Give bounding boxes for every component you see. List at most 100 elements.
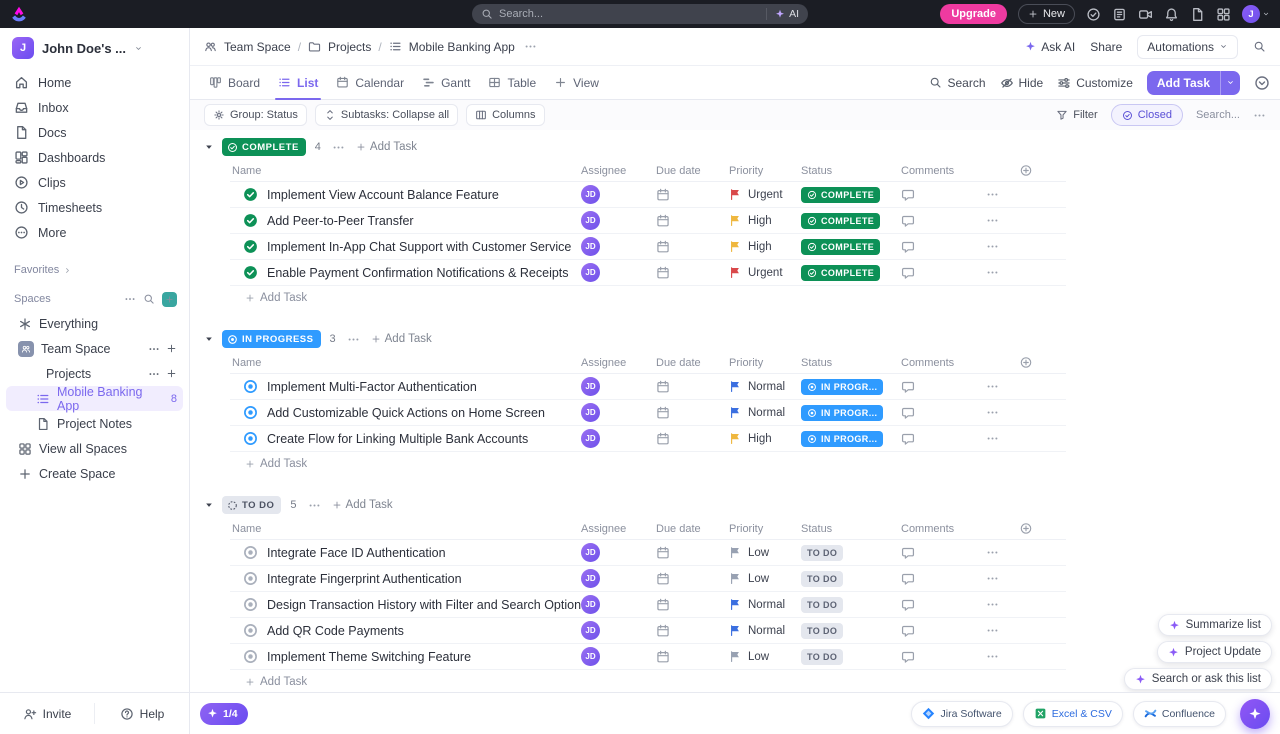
task-status-icon[interactable]	[243, 597, 258, 612]
comments-icon[interactable]	[901, 380, 915, 394]
add-task-row[interactable]: Add Task	[230, 452, 1266, 476]
task-name[interactable]: Enable Payment Confirmation Notification…	[267, 265, 569, 280]
task-name[interactable]: Implement View Account Balance Feature	[267, 187, 499, 202]
sidebar-item-team-space[interactable]: Team Space	[6, 336, 183, 361]
breadcrumb-projects[interactable]: Projects	[328, 39, 372, 54]
due-date-icon[interactable]	[656, 598, 670, 612]
column-header-assignee[interactable]: Assignee	[581, 522, 627, 535]
tab-calendar[interactable]: Calendar	[327, 66, 413, 99]
share-button[interactable]: Share	[1090, 40, 1122, 54]
todo-check-icon[interactable]	[1086, 7, 1101, 22]
row-menu-icon[interactable]	[986, 406, 999, 419]
add-task-row[interactable]: Add Task	[230, 670, 1266, 692]
assignee-avatar[interactable]: JD	[581, 595, 600, 614]
due-date-icon[interactable]	[656, 214, 670, 228]
apps-grid-icon[interactable]	[1216, 7, 1231, 22]
column-header-due-date[interactable]: Due date	[656, 164, 701, 177]
sidebar-item-mobile-banking-app[interactable]: Mobile Banking App 8	[6, 385, 183, 413]
assignee-avatar[interactable]: JD	[581, 569, 600, 588]
column-header-priority[interactable]: Priority	[729, 356, 764, 369]
column-header-due-date[interactable]: Due date	[656, 356, 701, 369]
task-row[interactable]: Implement Multi-Factor Authentication JD…	[230, 374, 1066, 400]
due-date-icon[interactable]	[656, 266, 670, 280]
breadcrumb-menu-icon[interactable]	[524, 40, 537, 53]
folder-menu-icon[interactable]	[148, 368, 160, 380]
task-name[interactable]: Implement Multi-Factor Authentication	[267, 379, 477, 394]
due-date-icon[interactable]	[656, 406, 670, 420]
header-search-icon[interactable]	[1253, 40, 1266, 53]
status-pill[interactable]: COMPLETE	[801, 238, 881, 255]
task-name[interactable]: Add QR Code Payments	[267, 623, 404, 638]
assignee-avatar[interactable]: JD	[581, 377, 600, 396]
tab-board[interactable]: Board	[200, 66, 269, 99]
collapse-group-icon[interactable]	[204, 500, 214, 510]
group-menu-icon[interactable]	[308, 499, 321, 512]
search-button[interactable]: Search	[929, 76, 986, 90]
task-status-icon[interactable]	[243, 431, 258, 446]
column-header-priority[interactable]: Priority	[729, 522, 764, 535]
due-date-icon[interactable]	[656, 650, 670, 664]
assignee-avatar[interactable]: JD	[581, 543, 600, 562]
comments-icon[interactable]	[901, 406, 915, 420]
column-header-priority[interactable]: Priority	[729, 164, 764, 177]
tab-table[interactable]: Table	[479, 66, 545, 99]
task-status-icon[interactable]	[243, 379, 258, 394]
assignee-avatar[interactable]: JD	[581, 185, 600, 204]
priority-flag-icon[interactable]	[729, 650, 742, 663]
priority-flag-icon[interactable]	[729, 406, 742, 419]
task-name[interactable]: Integrate Fingerprint Authentication	[267, 571, 462, 586]
spaces-search-icon[interactable]	[143, 293, 155, 305]
due-date-icon[interactable]	[656, 188, 670, 202]
status-pill[interactable]: IN PROGR...	[801, 378, 884, 395]
group-status-badge[interactable]: IN PROGRESS	[222, 330, 321, 348]
column-header-name[interactable]: Name	[232, 164, 262, 177]
excel-csv-button[interactable]: Excel & CSV	[1022, 700, 1123, 727]
project-update-button[interactable]: Project Update	[1156, 641, 1272, 663]
task-row[interactable]: Add QR Code Payments JD Normal TO DO	[230, 618, 1066, 644]
comments-icon[interactable]	[901, 188, 915, 202]
add-view-button[interactable]: View	[545, 66, 608, 99]
upgrade-button[interactable]: Upgrade	[940, 4, 1007, 24]
task-name[interactable]: Design Transaction History with Filter a…	[267, 597, 581, 612]
add-item-icon[interactable]	[166, 343, 177, 354]
space-menu-icon[interactable]	[148, 343, 160, 355]
task-status-icon[interactable]	[243, 213, 258, 228]
priority-flag-icon[interactable]	[729, 598, 742, 611]
subtasks-button[interactable]: Subtasks: Collapse all	[314, 104, 459, 126]
confluence-button[interactable]: Confluence	[1132, 700, 1226, 727]
task-row[interactable]: Integrate Fingerprint Authentication JD …	[230, 566, 1066, 592]
column-header-status[interactable]: Status	[801, 522, 833, 535]
task-status-icon[interactable]	[243, 623, 258, 638]
priority-flag-icon[interactable]	[729, 432, 742, 445]
docs-page-icon[interactable]	[1190, 7, 1205, 22]
due-date-icon[interactable]	[656, 546, 670, 560]
row-menu-icon[interactable]	[986, 546, 999, 559]
clips-video-icon[interactable]	[1138, 7, 1153, 22]
row-menu-icon[interactable]	[986, 650, 999, 663]
add-column-icon[interactable]	[986, 356, 1066, 369]
add-task-row[interactable]: Add Task	[230, 286, 1266, 310]
status-pill[interactable]: IN PROGR...	[801, 430, 884, 447]
assignee-avatar[interactable]: JD	[581, 211, 600, 230]
new-button[interactable]: New	[1017, 4, 1075, 24]
task-status-icon[interactable]	[243, 649, 258, 664]
toolbar-menu-icon[interactable]	[1253, 109, 1266, 122]
sidebar-item-more[interactable]: More	[0, 220, 189, 245]
summarize-list-button[interactable]: Summarize list	[1157, 614, 1272, 636]
task-row[interactable]: Implement View Account Balance Feature J…	[230, 182, 1066, 208]
group-add-task-button[interactable]: Add Task	[356, 141, 417, 153]
row-menu-icon[interactable]	[986, 380, 999, 393]
add-task-button[interactable]: Add Task	[1146, 70, 1240, 95]
due-date-icon[interactable]	[656, 240, 670, 254]
comments-icon[interactable]	[901, 266, 915, 280]
ai-fab-button[interactable]	[1240, 698, 1270, 729]
row-menu-icon[interactable]	[986, 432, 999, 445]
task-name[interactable]: Add Customizable Quick Actions on Home S…	[267, 405, 545, 420]
column-header-name[interactable]: Name	[232, 522, 262, 535]
due-date-icon[interactable]	[656, 432, 670, 446]
task-row[interactable]: Create Flow for Linking Multiple Bank Ac…	[230, 426, 1066, 452]
column-header-assignee[interactable]: Assignee	[581, 356, 627, 369]
global-search[interactable]: Search... AI	[472, 4, 808, 24]
notepad-icon[interactable]	[1112, 7, 1127, 22]
group-menu-icon[interactable]	[332, 141, 345, 154]
